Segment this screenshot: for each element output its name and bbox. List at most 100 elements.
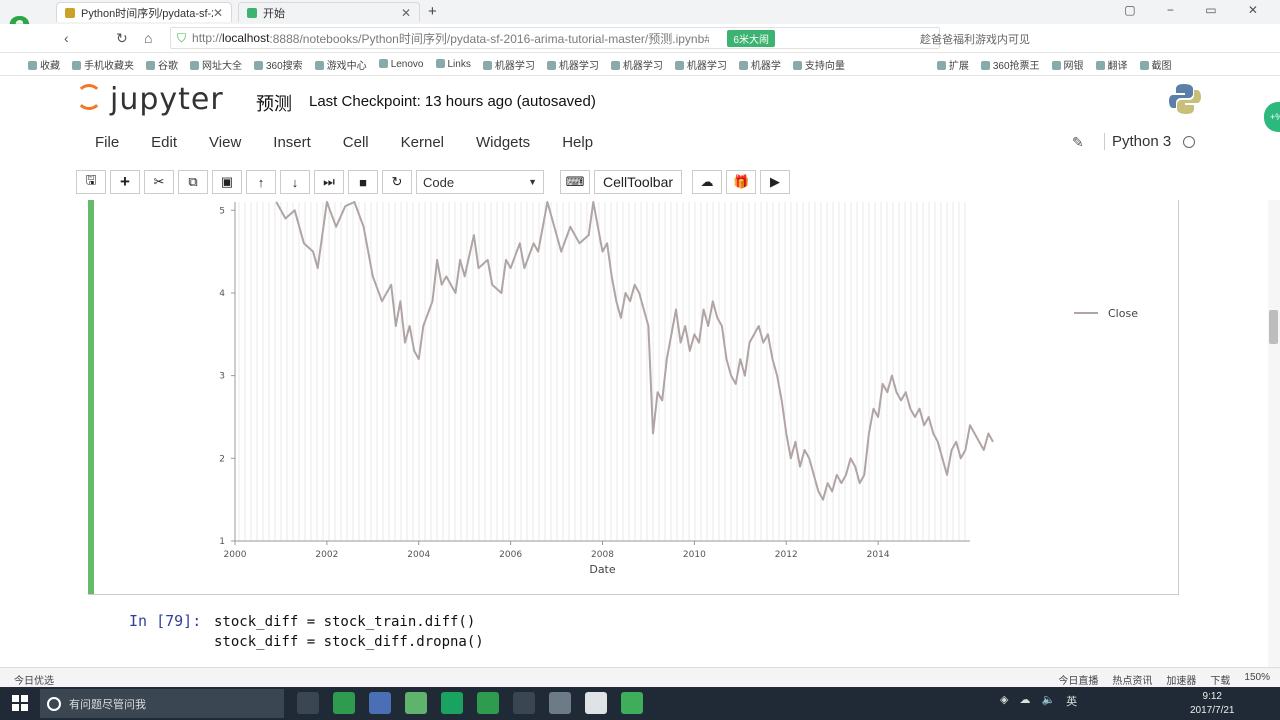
bookmark-item[interactable]: 机器学习: [482, 57, 535, 72]
status-item[interactable]: 150%: [1244, 672, 1270, 683]
bookmark-item[interactable]: 网银: [1051, 57, 1084, 72]
bookmark-item[interactable]: 谷歌: [146, 57, 178, 72]
home-icon[interactable]: ⌂: [144, 30, 153, 46]
status-item[interactable]: 今日直播: [1058, 676, 1099, 687]
bookmark-icon: [792, 60, 802, 70]
bookmark-item[interactable]: 机器学习: [610, 57, 663, 72]
status-item[interactable]: 下载: [1210, 676, 1231, 687]
bookmark-item[interactable]: 翻译: [1095, 57, 1128, 72]
new-tab-icon[interactable]: +: [428, 3, 437, 20]
bookmark-item[interactable]: 机器学习: [674, 57, 727, 72]
side-assistant-icon[interactable]: +%: [1264, 102, 1280, 132]
bookmark-item[interactable]: Links: [435, 58, 471, 70]
browser-tab-notebook[interactable]: Python时间序列/pydata-sf-201 ✕: [56, 2, 232, 22]
cortana-icon: [47, 696, 61, 711]
bookmark-label: 机器学习: [558, 60, 599, 72]
run-cell-icon[interactable]: ⏭: [314, 170, 344, 194]
tab-close-icon[interactable]: ✕: [400, 5, 411, 20]
cut-icon[interactable]: ✂: [144, 170, 174, 194]
x-tick-label: 2010: [683, 550, 706, 560]
cell-type-select[interactable]: Code ▼: [416, 170, 544, 194]
present-icon[interactable]: ▶: [760, 170, 791, 194]
python-logo-icon: [1169, 84, 1201, 114]
code-editor[interactable]: stock_diff = stock_train.diff() stock_dif…: [214, 612, 484, 652]
bookmark-item[interactable]: 支持向量: [792, 57, 845, 72]
menu-help[interactable]: Help: [562, 133, 594, 151]
network-icon[interactable]: ◈: [1000, 694, 1009, 706]
menu-file[interactable]: File: [95, 133, 120, 151]
bookmark-item[interactable]: 机器学: [738, 57, 781, 72]
volume-icon[interactable]: 🔈: [1041, 694, 1056, 706]
browser-app-icon[interactable]: [333, 692, 355, 714]
bookmark-item[interactable]: Lenovo: [378, 58, 424, 70]
bookmark-item[interactable]: 游戏中心: [314, 57, 367, 72]
search-hint[interactable]: 趁爸爸福利游戏内可见: [920, 34, 1030, 46]
menu-edit[interactable]: Edit: [151, 133, 178, 151]
bookmark-item[interactable]: 手机收藏夹: [72, 57, 134, 72]
cloud-upload-icon[interactable]: ☁: [692, 170, 723, 194]
wechat-app-icon[interactable]: [405, 692, 427, 714]
bookmark-item[interactable]: 360搜索: [254, 57, 303, 72]
bookmark-item[interactable]: 网址大全: [190, 57, 242, 72]
taskview-icon[interactable]: [297, 692, 319, 714]
selected-cell-indicator: [88, 200, 94, 594]
store-app-icon[interactable]: [369, 692, 391, 714]
move-up-icon[interactable]: ↑: [246, 170, 276, 194]
output-cell[interactable]: [88, 200, 1179, 595]
insert-cell-icon[interactable]: +: [110, 170, 140, 194]
taskbar-clock[interactable]: 9:12 2017/7/21: [1190, 690, 1235, 718]
chart-series: [275, 201, 994, 501]
celltoolbar-button[interactable]: CellToolbar: [594, 170, 683, 194]
app-icon[interactable]: [621, 692, 643, 714]
menu-insert[interactable]: Insert: [273, 133, 311, 151]
bookmark-icon: [738, 60, 748, 70]
bookmark-item[interactable]: 机器学习: [546, 57, 599, 72]
url-input[interactable]: ⛉ http://localhost:8888/notebooks/Python…: [170, 27, 940, 49]
scrollbar-thumb[interactable]: [1269, 310, 1278, 344]
app-icon[interactable]: [513, 692, 535, 714]
status-left[interactable]: 今日优选: [14, 676, 54, 687]
notebook-name[interactable]: 预测: [256, 94, 292, 114]
cloud-icon[interactable]: ☁: [1019, 694, 1031, 706]
window-controls[interactable]: ▢ − ▭ ✕: [1124, 3, 1272, 17]
reload-icon[interactable]: ↻: [116, 30, 128, 46]
checkpoint-status: Last Checkpoint: 13 hours ago (autosaved…: [309, 93, 596, 110]
menu-cell[interactable]: Cell: [342, 133, 369, 151]
status-item[interactable]: 热点资讯: [1112, 676, 1153, 687]
bookmark-item[interactable]: 扩展: [936, 57, 969, 72]
bookmark-icon: [254, 60, 263, 70]
page-scrollbar[interactable]: [1268, 200, 1280, 667]
promo-badge[interactable]: 6米大闹: [727, 29, 775, 47]
bookmark-label: Lenovo: [390, 58, 424, 70]
keyboard-icon[interactable]: ⌨: [560, 170, 590, 194]
restart-kernel-icon[interactable]: ↻: [382, 170, 412, 194]
app-icon[interactable]: [441, 692, 463, 714]
tab-close-icon[interactable]: ✕: [212, 5, 223, 20]
bookmark-label: 收藏: [40, 60, 60, 72]
status-item[interactable]: 加速器: [1166, 676, 1197, 687]
taskbar-search-placeholder: 有问题尽管问我: [69, 698, 146, 711]
back-icon[interactable]: ‹: [64, 30, 69, 46]
interrupt-icon[interactable]: ■: [348, 170, 378, 194]
bookmark-label: 机器学: [750, 60, 781, 72]
url-path: :8888/notebooks/Python时间序列/pydata-sf-201…: [269, 31, 710, 46]
browser-tab-start[interactable]: 开始 ✕: [238, 2, 420, 22]
paste-icon[interactable]: ▣: [212, 170, 242, 194]
save-icon[interactable]: 🖫: [76, 170, 106, 194]
menu-view[interactable]: View: [209, 133, 242, 151]
input-language[interactable]: 英: [1066, 696, 1078, 708]
jupyter-logo[interactable]: jupyter: [76, 82, 224, 117]
copy-icon[interactable]: ⧉: [178, 170, 208, 194]
app-icon[interactable]: [549, 692, 571, 714]
app-icon[interactable]: [477, 692, 499, 714]
app-icon[interactable]: [585, 692, 607, 714]
menu-kernel[interactable]: Kernel: [400, 133, 444, 151]
bookmark-item[interactable]: 收藏: [28, 57, 60, 72]
taskbar-search[interactable]: 有问题尽管问我: [40, 689, 284, 718]
bookmark-item[interactable]: 360抢票王: [980, 57, 1040, 72]
gift-icon[interactable]: 🎁: [726, 170, 757, 194]
bookmark-item[interactable]: 截图: [1139, 57, 1172, 72]
move-down-icon[interactable]: ↓: [280, 170, 310, 194]
menu-widgets[interactable]: Widgets: [476, 133, 531, 151]
windows-start-icon[interactable]: [12, 695, 28, 711]
